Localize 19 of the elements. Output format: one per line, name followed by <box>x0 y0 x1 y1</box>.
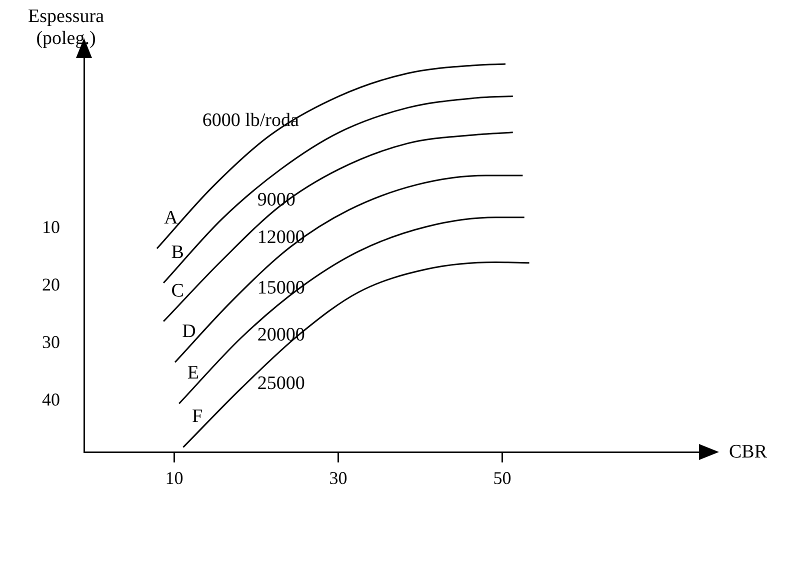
y-tick-label: 40 <box>42 389 60 410</box>
x-axis-title: CBR <box>729 441 768 462</box>
y-axis-title: Espessura (poleg.) <box>28 6 105 49</box>
series-label: A <box>164 207 178 228</box>
line-series <box>182 261 530 448</box>
x-tick-label: 30 <box>329 468 348 488</box>
annotation: 12000 <box>257 227 305 248</box>
series-label: F <box>192 406 203 428</box>
series-label: E <box>187 362 199 384</box>
series-label: C <box>171 280 184 302</box>
y-tick-label: 30 <box>42 332 60 352</box>
line-series <box>162 132 514 322</box>
series-label: D <box>182 321 196 342</box>
y-tick-label: 10 <box>42 217 60 238</box>
series-label: B <box>171 242 184 263</box>
x-tick-label: 10 <box>165 468 184 488</box>
x-tick-label: 50 <box>493 468 512 488</box>
y-tick-label: 20 <box>42 274 60 295</box>
annotation: 25000 <box>257 373 305 394</box>
